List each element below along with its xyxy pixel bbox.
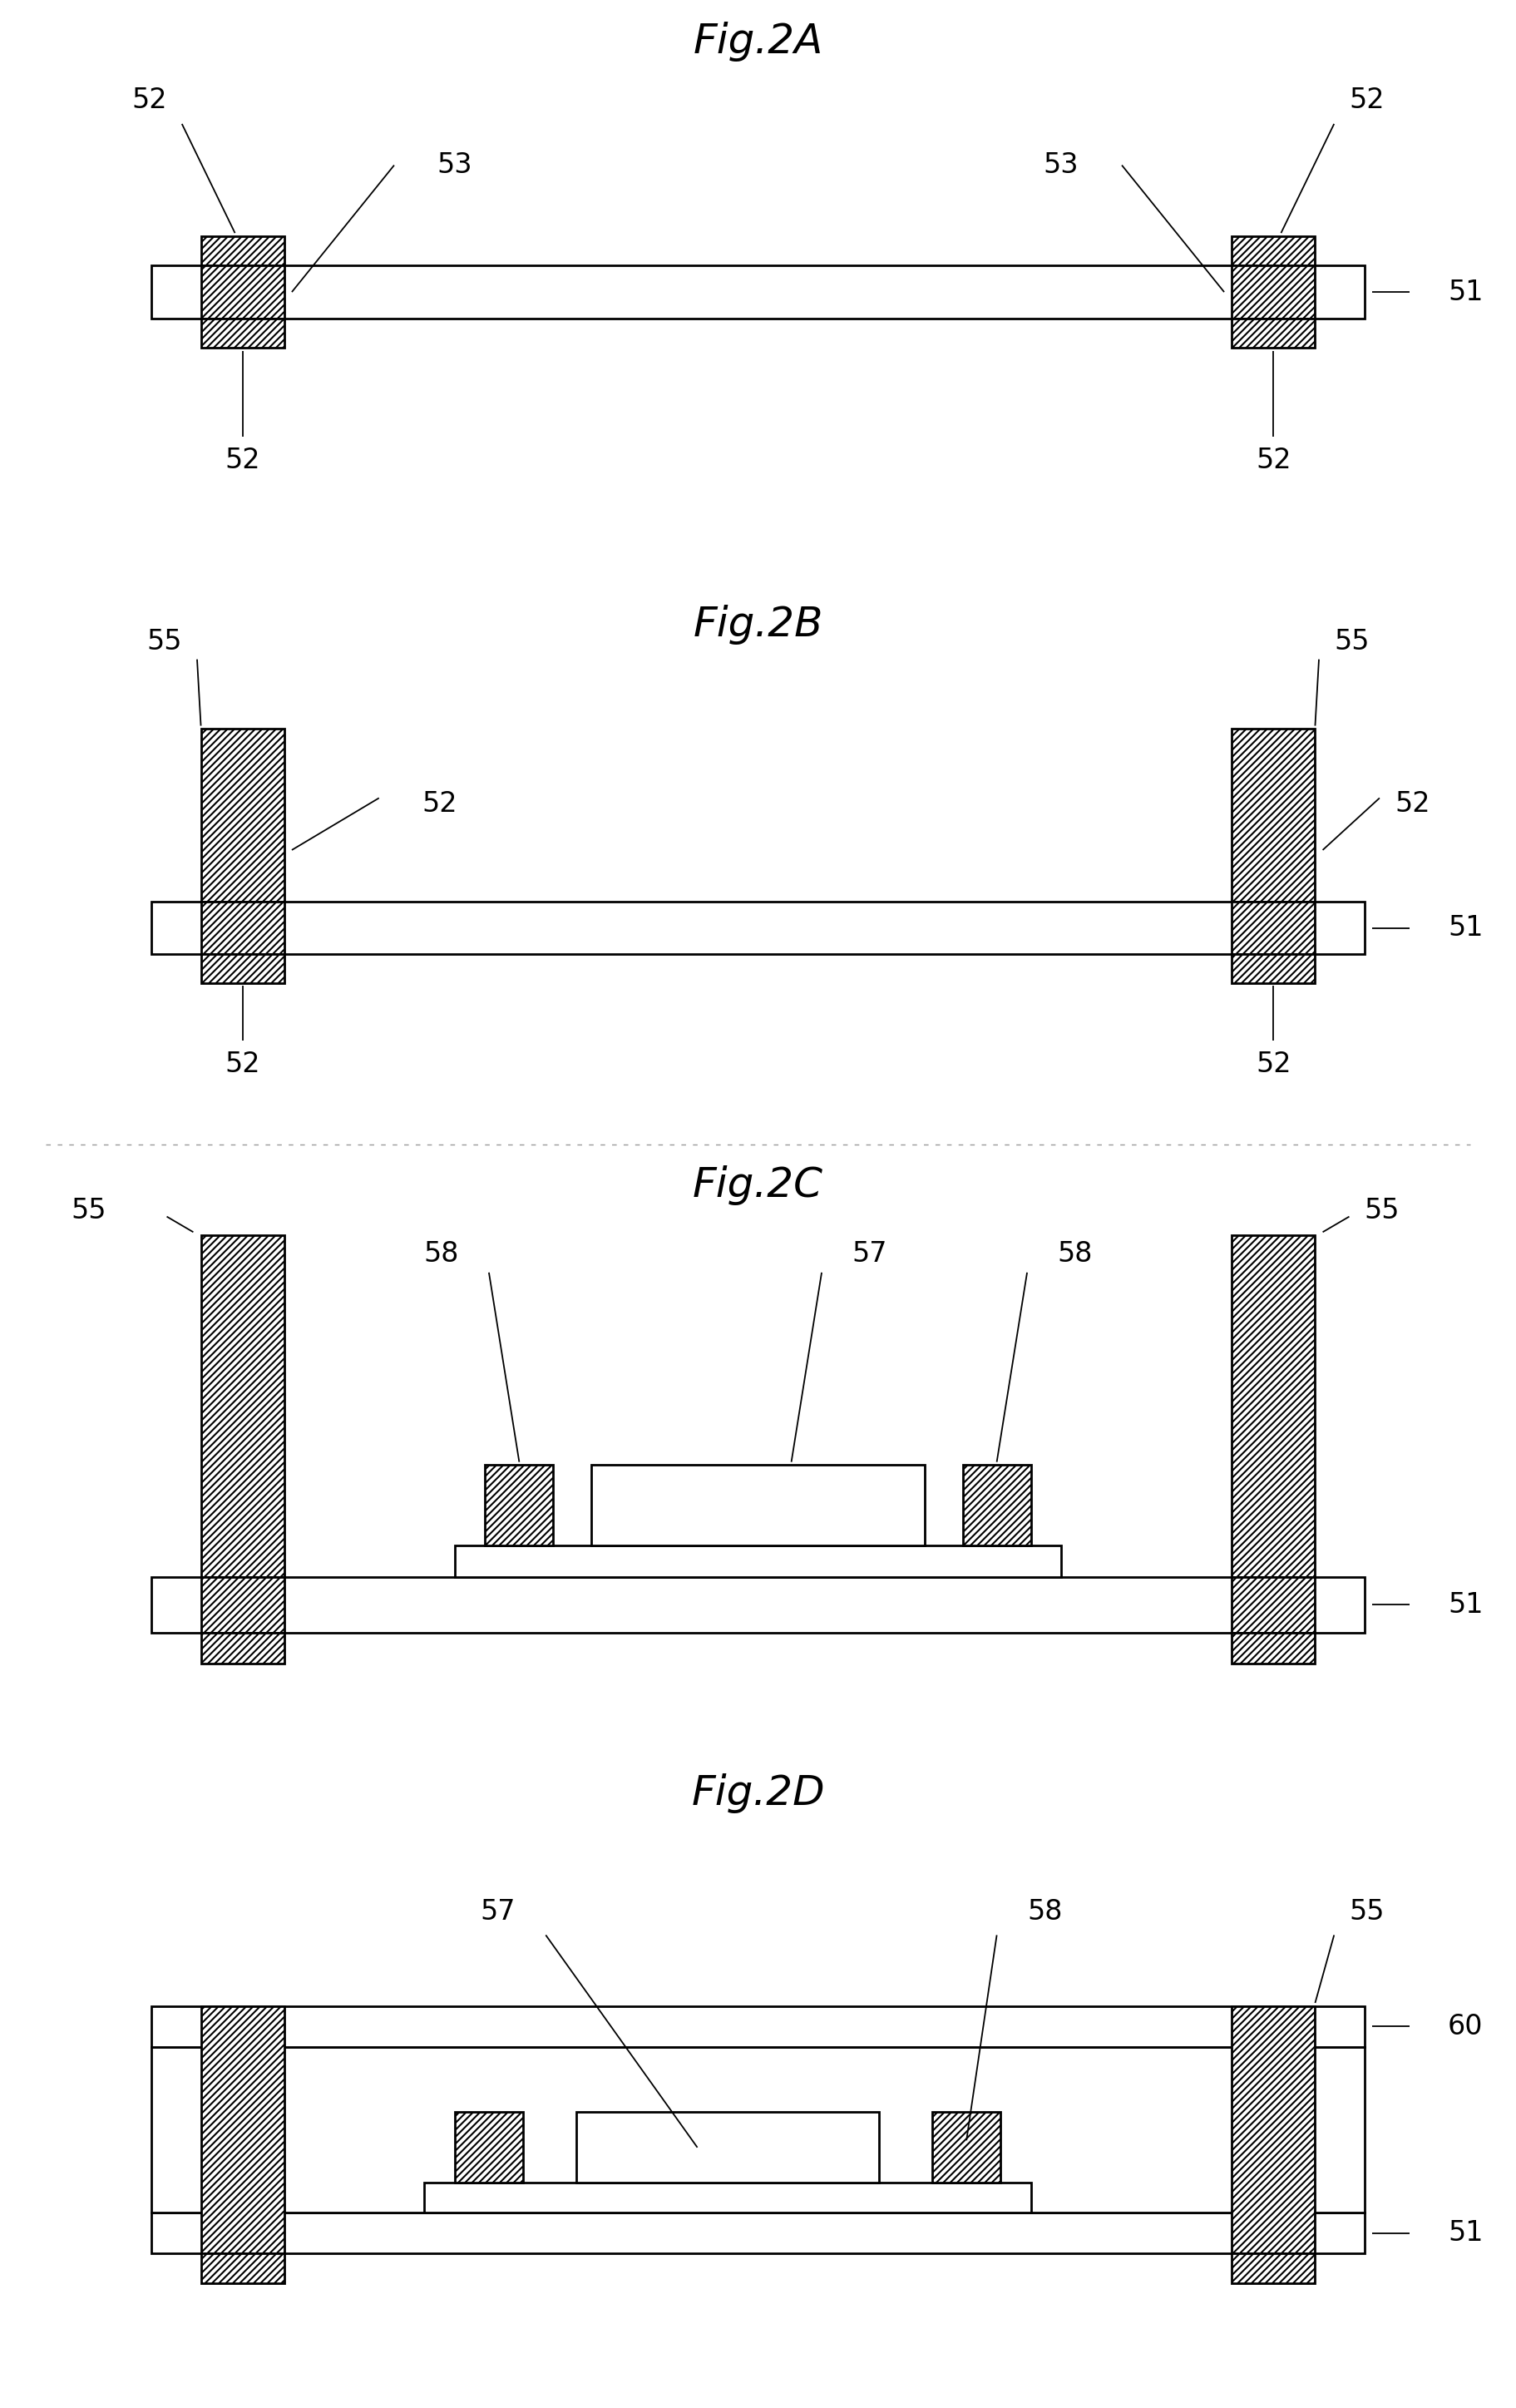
- Text: 60: 60: [1448, 2013, 1483, 2040]
- Text: 55: 55: [1349, 1898, 1384, 1924]
- Text: 58: 58: [1028, 1898, 1063, 1924]
- Bar: [455, 1546, 1061, 1577]
- Bar: [424, 2182, 1031, 2213]
- Bar: [200, 2254, 285, 2283]
- Text: 52: 52: [1255, 1050, 1292, 1076]
- Text: Fig.2C: Fig.2C: [693, 1165, 823, 1206]
- Bar: [200, 2006, 285, 2254]
- Text: 52: 52: [1349, 87, 1384, 113]
- Bar: [1231, 1577, 1316, 1633]
- Text: 53: 53: [1043, 152, 1079, 178]
- Text: 57: 57: [852, 1240, 887, 1267]
- Bar: [200, 236, 285, 265]
- Text: Fig.2A: Fig.2A: [693, 22, 823, 60]
- Bar: [200, 1577, 285, 1633]
- Bar: [1231, 265, 1316, 318]
- Bar: [1231, 2006, 1316, 2254]
- Text: 52: 52: [132, 87, 167, 113]
- Bar: [1231, 2254, 1316, 2283]
- Bar: [591, 1464, 925, 1546]
- Bar: [152, 265, 1364, 318]
- Text: 52: 52: [421, 790, 458, 816]
- Bar: [1231, 236, 1316, 265]
- Bar: [576, 2112, 879, 2182]
- Text: Fig.2B: Fig.2B: [693, 604, 823, 645]
- Bar: [200, 1633, 285, 1664]
- Text: 52: 52: [1255, 445, 1292, 474]
- Bar: [963, 1464, 1031, 1546]
- Bar: [455, 2112, 523, 2182]
- Text: 58: 58: [423, 1240, 458, 1267]
- Text: 52: 52: [1395, 790, 1430, 816]
- Bar: [152, 2047, 1364, 2213]
- Bar: [1231, 318, 1316, 349]
- Text: 51: 51: [1448, 915, 1483, 942]
- Bar: [1231, 954, 1316, 982]
- Bar: [200, 318, 285, 349]
- Text: 57: 57: [481, 1898, 515, 1924]
- Bar: [485, 1464, 553, 1546]
- Bar: [200, 903, 285, 954]
- Text: 55: 55: [1334, 628, 1369, 655]
- Text: 55: 55: [1364, 1197, 1399, 1223]
- Text: Fig.2D: Fig.2D: [691, 1775, 825, 1813]
- Bar: [200, 730, 285, 903]
- Bar: [200, 265, 285, 318]
- Bar: [1231, 1633, 1316, 1664]
- Bar: [152, 1577, 1364, 1633]
- Bar: [932, 2112, 1001, 2182]
- Bar: [152, 2213, 1364, 2254]
- Text: 55: 55: [71, 1197, 106, 1223]
- Text: 55: 55: [147, 628, 182, 655]
- Text: 52: 52: [224, 445, 261, 474]
- Bar: [152, 903, 1364, 954]
- Bar: [200, 954, 285, 982]
- Bar: [152, 2006, 1364, 2047]
- Text: 51: 51: [1448, 1592, 1483, 1618]
- Bar: [1231, 730, 1316, 903]
- Text: 53: 53: [437, 152, 473, 178]
- Bar: [1231, 903, 1316, 954]
- Text: 58: 58: [1058, 1240, 1093, 1267]
- Text: 51: 51: [1448, 279, 1483, 306]
- Bar: [200, 1235, 285, 1577]
- Text: 51: 51: [1448, 2220, 1483, 2247]
- Bar: [1231, 1235, 1316, 1577]
- Text: 52: 52: [224, 1050, 261, 1076]
